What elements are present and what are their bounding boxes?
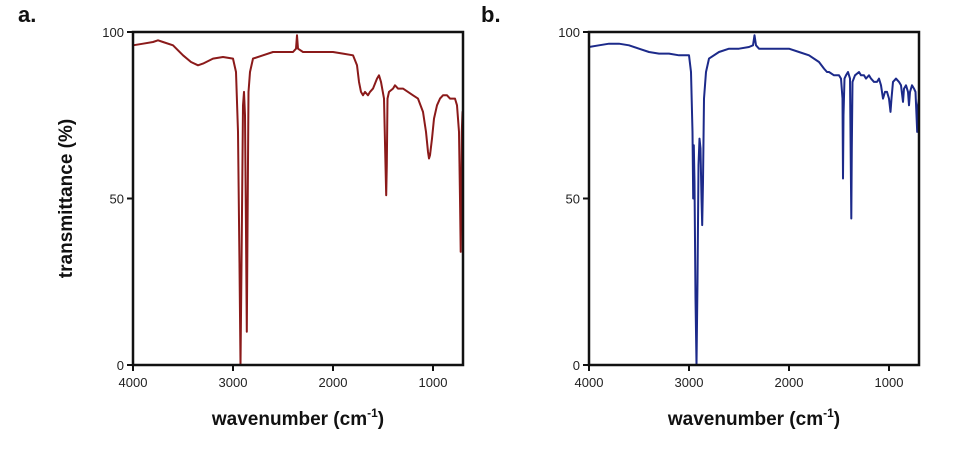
panel-b-plot-frame [587, 30, 921, 367]
panel-a-y-tick-label: 0 [117, 358, 124, 373]
panel-a-y-tick-label: 100 [102, 25, 124, 40]
panel-a-x-tick-label: 4000 [119, 375, 148, 390]
panel-b-y-tick-label: 50 [566, 192, 580, 207]
panel-a-spectrum-line [132, 34, 464, 366]
panel-a-x-axis-label: wavenumber (cm-1) [211, 406, 384, 430]
panel-b-label: b. [481, 2, 501, 27]
panel-b-x-tick-label: 1000 [875, 375, 904, 390]
panel-b-y-tick-label: 100 [558, 25, 580, 40]
panel-b-chart: b. 4000 3000 2000 1000 0 50 100 wavenumber (cm-… [481, 2, 921, 430]
panel-b-y-tick-label: 0 [573, 358, 580, 373]
panel-a-label: a. [18, 2, 36, 27]
panel-a-x-tick-label: 3000 [219, 375, 248, 390]
panel-a-x-tick-label: 1000 [419, 375, 448, 390]
panel-b-x-tick-label: 4000 [575, 375, 604, 390]
panel-b-x-tick-label: 3000 [675, 375, 704, 390]
panel-b-x-tick-label: 2000 [775, 375, 804, 390]
panel-a-plot-frame [131, 30, 465, 367]
panel-a-x-tick-label: 2000 [319, 375, 348, 390]
panel-b-spectrum-line [588, 34, 920, 366]
panel-a-y-tick-label: 50 [110, 192, 124, 207]
panel-a-y-axis-label: transmittance (%) [56, 119, 77, 278]
panel-a-chart: a. 4000 3000 2000 1000 0 50 100 wavenumber (cm-… [18, 2, 465, 430]
panel-b-x-axis-label: wavenumber (cm-1) [667, 406, 840, 430]
